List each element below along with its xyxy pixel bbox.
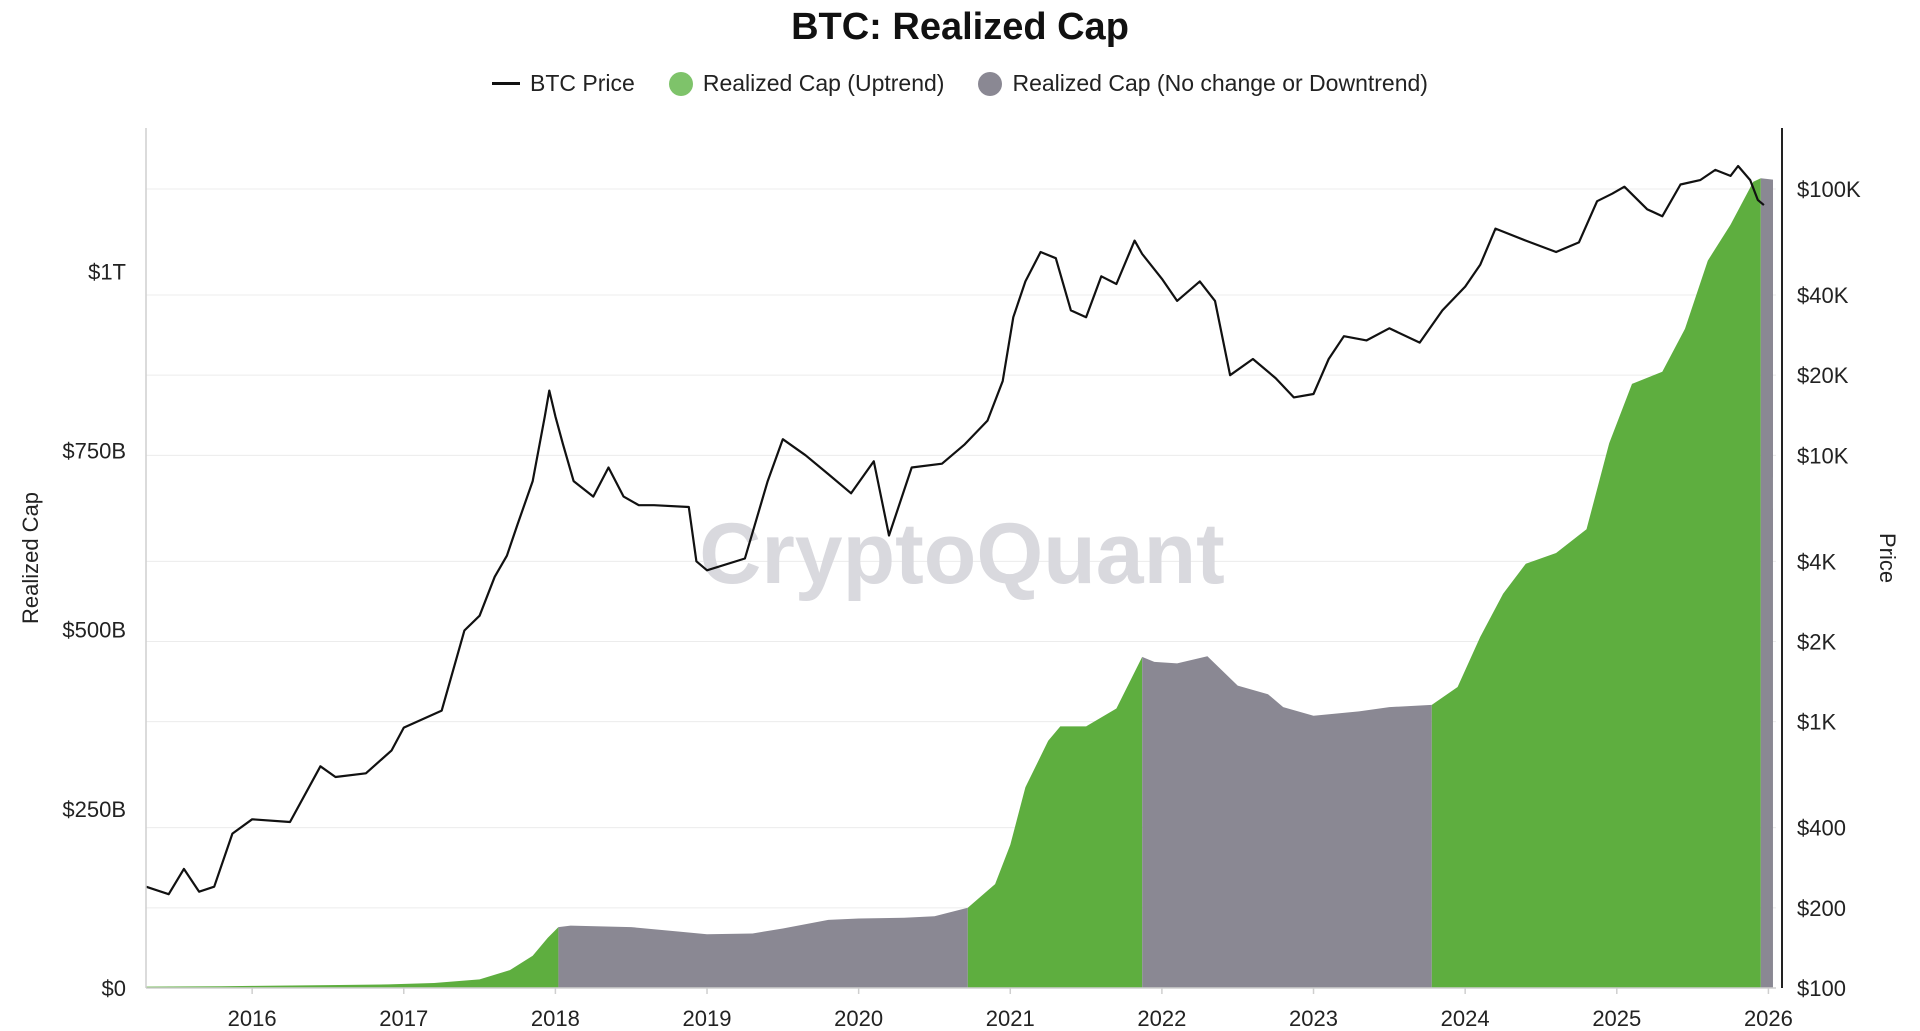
y-left-tick-label: $250B (62, 797, 126, 822)
y-left-axis-title: Realized Cap (18, 492, 43, 624)
realized-cap-area-downtrend-5 (1760, 178, 1773, 988)
y-left-tick-label: $500B (62, 618, 126, 643)
y-right-tick-label: $4K (1797, 549, 1836, 574)
legend-label-downtrend: Realized Cap (No change or Downtrend) (1012, 70, 1428, 96)
y-right-tick-label: $100K (1797, 177, 1861, 202)
legend-line-swatch (492, 82, 521, 85)
y-left-tick-label: $1T (88, 259, 126, 284)
x-tick-label: 2026 (1744, 1006, 1793, 1031)
x-tick-label: 2018 (531, 1006, 580, 1031)
y-left-tick-label: $750B (62, 439, 126, 464)
btc-price-line (145, 164, 1765, 896)
y-left-tick-label: $0 (102, 976, 126, 1001)
x-tick-label: 2020 (834, 1006, 883, 1031)
realized-cap-area-downtrend-3 (1142, 656, 1432, 988)
y-right-tick-label: $1K (1797, 710, 1836, 735)
y-right-tick-label: $400 (1797, 816, 1846, 841)
x-tick-label: 2016 (228, 1006, 277, 1031)
legend-item-downtrend[interactable]: Realized Cap (No change or Downtrend) (978, 70, 1428, 97)
y-right-tick-label: $2K (1797, 629, 1836, 654)
y-right-tick-label: $100 (1797, 976, 1846, 1001)
legend-dot-swatch-downtrend (978, 71, 1003, 96)
watermark-text: CryptoQuant (699, 506, 1225, 602)
realized-cap-area-downtrend-1 (558, 907, 968, 988)
realized-cap-area-uptrend-4 (1431, 178, 1761, 988)
y-right-tick-label: $20K (1797, 363, 1849, 388)
legend-label-btc-price: BTC Price (530, 70, 635, 96)
legend-item-btc-price[interactable]: BTC Price (492, 70, 635, 97)
realized-cap-area-uptrend-2 (967, 656, 1143, 988)
x-tick-label: 2017 (379, 1006, 428, 1031)
y-right-tick-label: $200 (1797, 896, 1846, 921)
x-tick-label: 2025 (1592, 1006, 1641, 1031)
y-right-axis-title: Price (1875, 533, 1900, 583)
realized-cap-area-uptrend-0 (146, 927, 559, 988)
x-tick-label: 2021 (986, 1006, 1035, 1031)
chart-title: BTC: Realized Cap (791, 6, 1129, 48)
x-tick-label: 2022 (1137, 1006, 1186, 1031)
legend: BTC Price Realized Cap (Uptrend) Realize… (0, 70, 1920, 97)
x-tick-label: 2024 (1441, 1006, 1490, 1031)
legend-dot-swatch-uptrend (668, 71, 693, 96)
y-right-tick-label: $10K (1797, 443, 1849, 468)
x-tick-label: 2023 (1289, 1006, 1338, 1031)
x-tick-label: 2019 (683, 1006, 732, 1031)
legend-item-uptrend[interactable]: Realized Cap (Uptrend) (668, 70, 945, 97)
legend-label-uptrend: Realized Cap (Uptrend) (702, 70, 945, 96)
y-right-tick-label: $40K (1797, 283, 1849, 308)
